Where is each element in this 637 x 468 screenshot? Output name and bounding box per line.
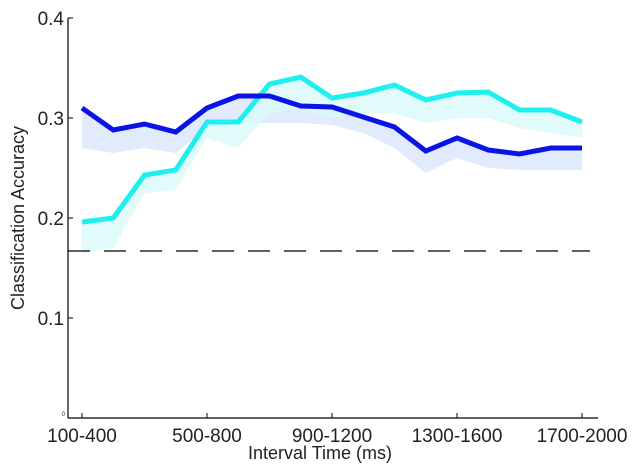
y-tick-label: 0.2 bbox=[38, 209, 64, 230]
x-tick-label: 900-1200 bbox=[292, 426, 372, 447]
y-tick-label: 0.1 bbox=[38, 309, 64, 330]
y-axis-label: Classification Accuracy bbox=[8, 126, 28, 310]
y-tick-label: 0.4 bbox=[38, 9, 65, 30]
series-line bbox=[80, 93, 582, 157]
y-tick-label: 0 bbox=[62, 412, 66, 418]
y-tick-label: 0.3 bbox=[38, 109, 64, 130]
x-tick-label: 1300-1600 bbox=[412, 426, 503, 447]
x-tick-label: 500-800 bbox=[172, 426, 242, 447]
x-tick-label: 100-400 bbox=[47, 426, 117, 447]
x-axis-label: Interval Time (ms) bbox=[248, 443, 392, 463]
x-tick-label: 1700-2000 bbox=[537, 426, 628, 447]
series-line bbox=[81, 74, 583, 225]
error-band bbox=[82, 77, 582, 253]
error-band bbox=[82, 96, 582, 173]
